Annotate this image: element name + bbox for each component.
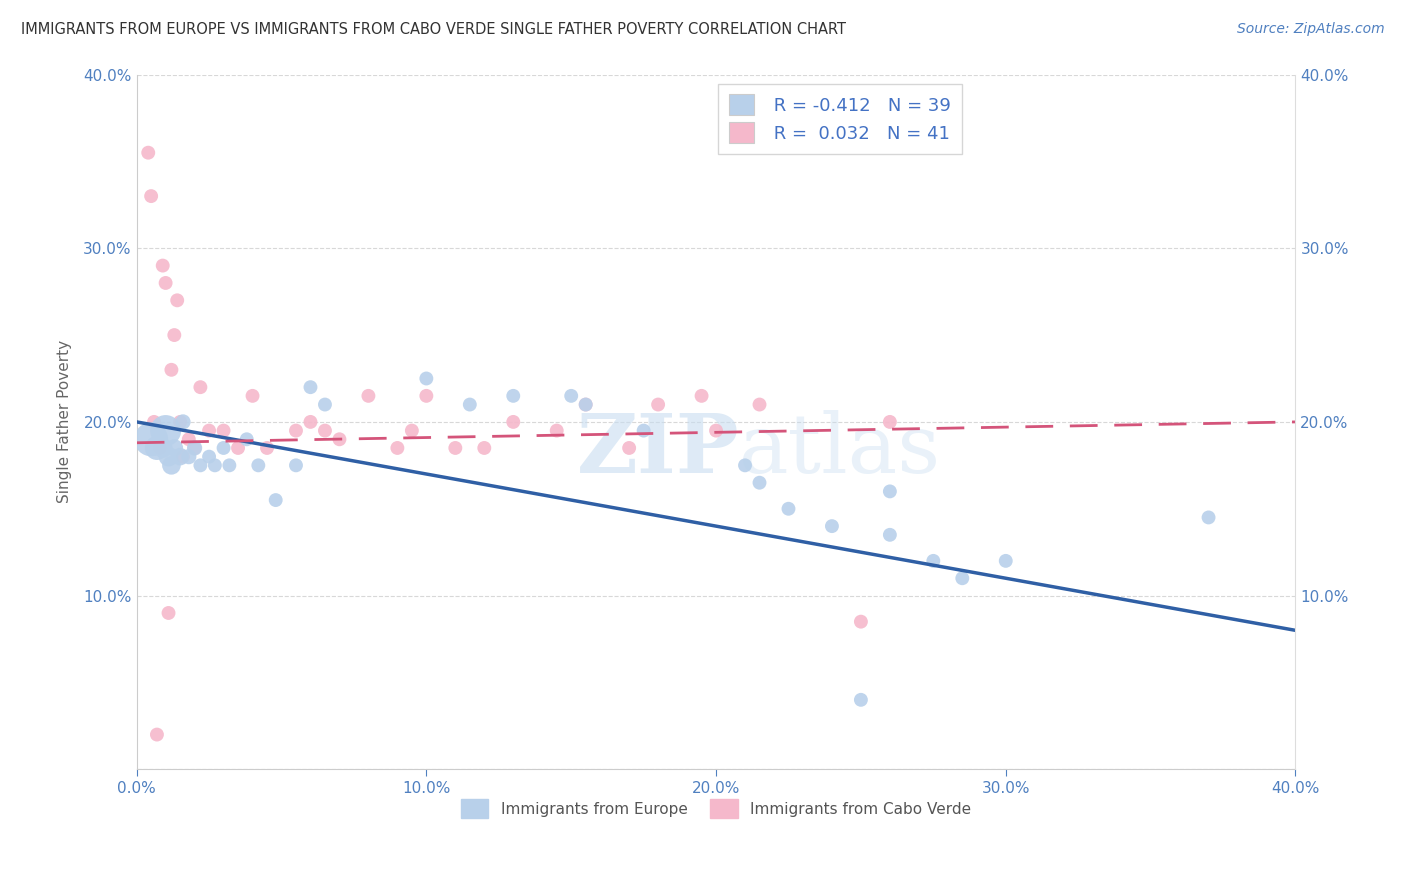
Point — [143, 415, 166, 429]
Point — [821, 519, 844, 533]
Point — [152, 259, 174, 273]
Point — [922, 554, 945, 568]
Point — [299, 380, 322, 394]
Point — [146, 441, 169, 455]
Point — [472, 441, 495, 455]
Point — [575, 398, 598, 412]
Point — [314, 398, 336, 412]
Point — [152, 441, 174, 455]
Point — [575, 398, 598, 412]
Point — [218, 458, 240, 473]
Point — [155, 276, 177, 290]
Point — [633, 424, 655, 438]
Point — [415, 389, 437, 403]
Point — [314, 424, 336, 438]
Point — [546, 424, 568, 438]
Point — [328, 432, 350, 446]
Point — [617, 441, 640, 455]
Point — [502, 389, 524, 403]
Point — [285, 424, 308, 438]
Point — [146, 728, 169, 742]
Point — [149, 441, 172, 455]
Point — [212, 424, 235, 438]
Point — [704, 424, 727, 438]
Point — [285, 458, 308, 473]
Point — [139, 432, 162, 446]
Text: ZIP: ZIP — [576, 409, 740, 490]
Point — [157, 606, 180, 620]
Point — [994, 554, 1017, 568]
Point — [190, 458, 212, 473]
Point — [879, 415, 901, 429]
Point — [502, 415, 524, 429]
Point — [299, 415, 322, 429]
Point — [177, 432, 200, 446]
Point — [444, 441, 467, 455]
Point — [157, 450, 180, 464]
Point — [190, 380, 212, 394]
Point — [879, 528, 901, 542]
Point — [1198, 510, 1220, 524]
Point — [160, 363, 183, 377]
Point — [163, 328, 186, 343]
Point — [647, 398, 669, 412]
Point — [748, 398, 770, 412]
Point — [172, 450, 194, 464]
Point — [177, 450, 200, 464]
Point — [387, 441, 409, 455]
Point — [160, 458, 183, 473]
Point — [357, 389, 380, 403]
Point — [560, 389, 582, 403]
Point — [169, 415, 191, 429]
Point — [690, 389, 713, 403]
Point — [212, 441, 235, 455]
Point — [235, 432, 257, 446]
Point — [415, 371, 437, 385]
Y-axis label: Single Father Poverty: Single Father Poverty — [58, 341, 72, 503]
Point — [401, 424, 423, 438]
Point — [950, 571, 973, 585]
Text: Source: ZipAtlas.com: Source: ZipAtlas.com — [1237, 22, 1385, 37]
Text: atlas: atlas — [740, 409, 942, 490]
Point — [256, 441, 278, 455]
Point — [458, 398, 481, 412]
Point — [163, 441, 186, 455]
Point — [879, 484, 901, 499]
Point — [778, 501, 800, 516]
Point — [242, 389, 264, 403]
Point — [136, 145, 159, 160]
Point — [734, 458, 756, 473]
Point — [166, 293, 188, 308]
Point — [169, 450, 191, 464]
Point — [155, 424, 177, 438]
Point — [172, 415, 194, 429]
Point — [748, 475, 770, 490]
Point — [198, 450, 221, 464]
Point — [198, 424, 221, 438]
Point — [183, 441, 205, 455]
Point — [139, 189, 162, 203]
Point — [226, 441, 249, 455]
Legend: Immigrants from Europe, Immigrants from Cabo Verde: Immigrants from Europe, Immigrants from … — [454, 793, 977, 824]
Point — [247, 458, 270, 473]
Point — [183, 441, 205, 455]
Point — [264, 493, 287, 508]
Point — [849, 693, 872, 707]
Text: IMMIGRANTS FROM EUROPE VS IMMIGRANTS FROM CABO VERDE SINGLE FATHER POVERTY CORRE: IMMIGRANTS FROM EUROPE VS IMMIGRANTS FRO… — [21, 22, 846, 37]
Point — [204, 458, 226, 473]
Point — [849, 615, 872, 629]
